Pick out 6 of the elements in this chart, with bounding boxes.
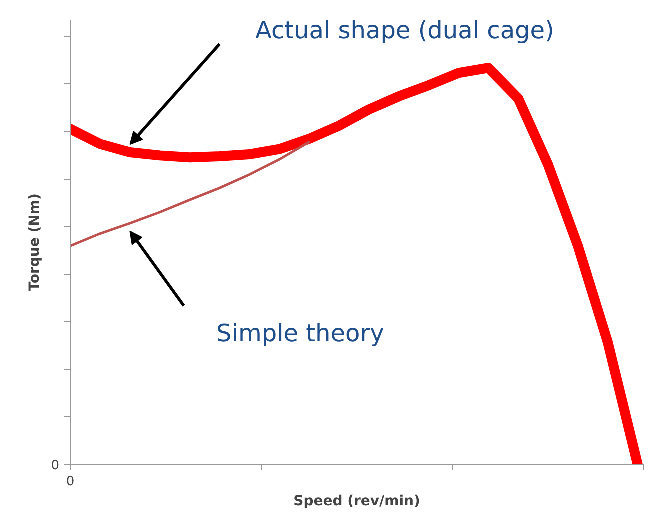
text: 0 — [51, 458, 60, 474]
text: Actual shape (dual cage) — [255, 16, 554, 44]
y-axis-title: Torque (Nm) — [27, 194, 44, 292]
text: 0 — [66, 474, 75, 490]
x-axis-title: Speed (rev/min) — [294, 494, 420, 510]
annotation: Simple theory — [216, 320, 384, 348]
